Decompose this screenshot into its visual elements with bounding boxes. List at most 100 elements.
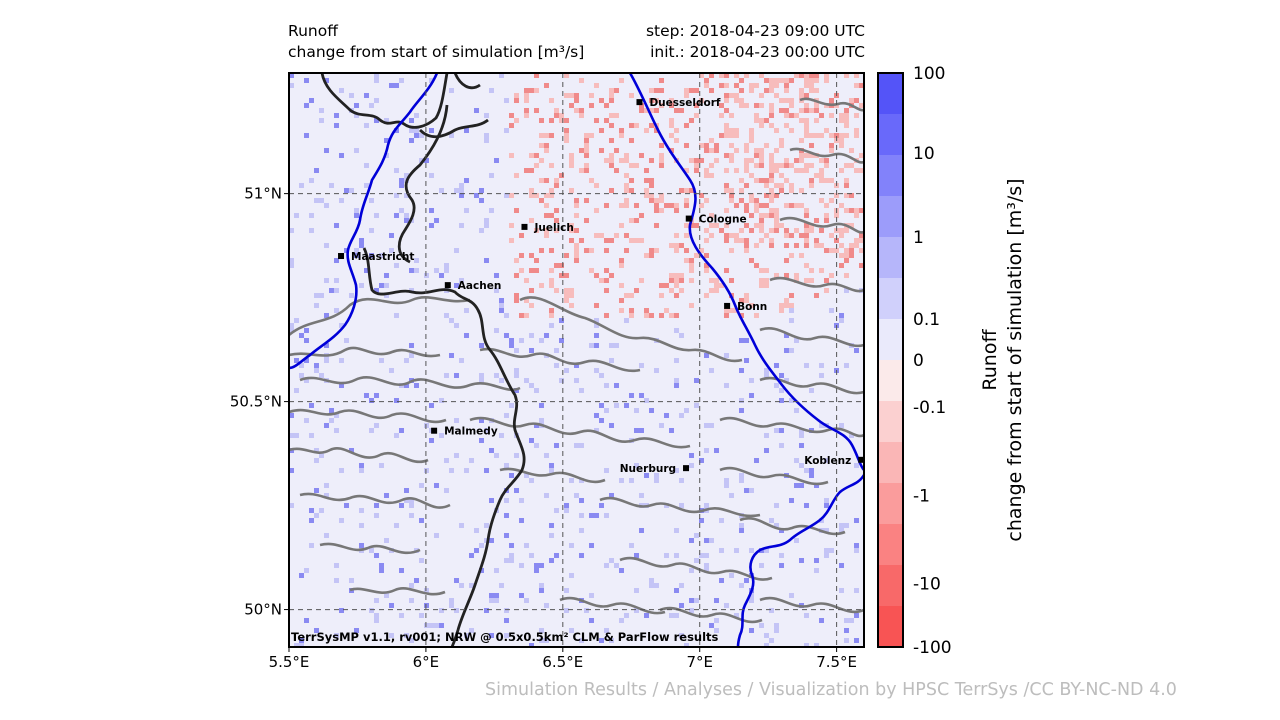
runoff-cell-positive [679,583,684,588]
runoff-cell-positive [799,433,804,438]
runoff-cell-negative [549,248,554,253]
runoff-cell-negative [799,203,804,208]
map-panel[interactable]: DuesseldorfCologneJuelichMaastrichtAache… [288,72,865,648]
runoff-cell-negative [769,238,774,243]
runoff-cell-positive [804,503,809,508]
runoff-cell-negative [684,258,689,263]
runoff-cell-positive [819,423,824,428]
runoff-cell-negative [574,253,579,258]
runoff-cell-positive [324,343,329,348]
colorbar-segment [878,237,903,279]
runoff-cell-positive [679,333,684,338]
runoff-cell-negative [769,208,774,213]
runoff-cell-negative [534,88,539,93]
runoff-cell-positive [369,253,374,258]
runoff-cell-negative [804,133,809,138]
x-tick-label: 6.5°E [542,653,583,671]
runoff-cell-positive [764,373,769,378]
runoff-cell-positive [634,428,639,433]
runoff-cell-negative [754,118,759,123]
runoff-cell-negative [534,228,539,233]
runoff-cell-positive [514,348,519,353]
y-tick-label: 50°N [244,601,282,619]
runoff-cell-negative [794,158,799,163]
runoff-cell-negative [739,228,744,233]
runoff-cell-negative [804,108,809,113]
runoff-cell-negative [699,248,704,253]
runoff-cell-positive [344,503,349,508]
runoff-cell-negative [749,128,754,133]
runoff-cell-negative [724,83,729,88]
runoff-cell-positive [304,78,309,83]
runoff-cell-negative [839,113,844,118]
runoff-cell-positive [674,378,679,383]
runoff-cell-negative [704,253,709,258]
runoff-cell-negative [849,253,854,258]
runoff-cell-negative [564,288,569,293]
runoff-cell-positive [359,543,364,548]
runoff-cell-positive [504,633,509,638]
runoff-cell-negative [844,248,849,253]
runoff-cell-positive [384,138,389,143]
runoff-cell-positive [754,458,759,463]
runoff-cell-negative [784,163,789,168]
runoff-cell-negative [804,78,809,83]
runoff-cell-positive [554,443,559,448]
runoff-cell-positive [654,473,659,478]
runoff-cell-negative [539,118,544,123]
runoff-cell-negative [824,163,829,168]
runoff-cell-negative [799,118,804,123]
runoff-cell-positive [334,258,339,263]
runoff-cell-negative [564,93,569,98]
runoff-cell-positive [394,523,399,528]
runoff-cell-negative [769,193,774,198]
runoff-cell-negative [719,113,724,118]
runoff-cell-positive [324,278,329,283]
runoff-cell-positive [819,363,824,368]
runoff-cell-negative [569,223,574,228]
runoff-cell-negative [624,198,629,203]
runoff-cell-positive [489,538,494,543]
runoff-cell-negative [819,228,824,233]
runoff-cell-negative [839,143,844,148]
runoff-cell-positive [839,528,844,533]
runoff-cell-positive [664,553,669,558]
runoff-cell-negative [799,88,804,93]
runoff-cell-negative [689,158,694,163]
runoff-cell-negative [599,278,604,283]
runoff-cell-negative [794,228,799,233]
runoff-cell-negative [739,178,744,183]
runoff-cell-negative [524,93,529,98]
runoff-cell-negative [754,113,759,118]
runoff-cell-positive [364,183,369,188]
runoff-cell-positive [514,453,519,458]
runoff-cell-negative [804,238,809,243]
runoff-cell-positive [464,633,469,638]
runoff-cell-negative [514,298,519,303]
runoff-cell-positive [444,268,449,273]
runoff-cell-positive [479,188,484,193]
runoff-cell-negative [604,118,609,123]
runoff-cell-negative [584,248,589,253]
runoff-cell-positive [844,523,849,528]
runoff-cell-positive [409,268,414,273]
runoff-cell-negative [794,73,799,78]
runoff-cell-positive [494,568,499,573]
runoff-cell-positive [704,568,709,573]
runoff-cell-positive [319,508,324,513]
runoff-cell-negative [674,278,679,283]
runoff-cell-negative [699,73,704,78]
runoff-cell-negative [689,188,694,193]
runoff-cell-positive [774,363,779,368]
runoff-cell-negative [529,253,534,258]
runoff-cell-positive [604,628,609,633]
runoff-cell-negative [569,288,574,293]
runoff-cell-negative [694,158,699,163]
runoff-cell-negative [609,138,614,143]
city-label: Maastricht [351,251,414,263]
runoff-cell-positive [839,563,844,568]
runoff-cell-negative [854,98,859,103]
runoff-cell-positive [409,118,414,123]
runoff-cell-negative [659,78,664,83]
runoff-cell-negative [669,148,674,153]
